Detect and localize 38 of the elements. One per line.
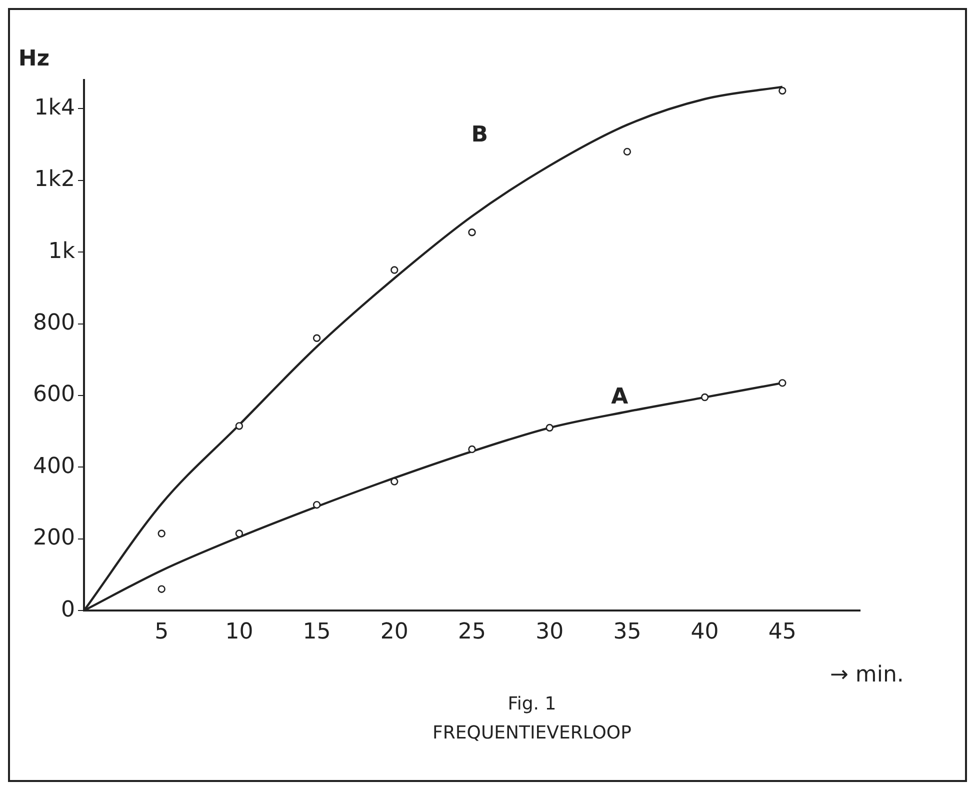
x-tick-label: 25: [458, 620, 486, 645]
point: [623, 148, 632, 156]
y-tick-label: 1k: [48, 238, 76, 264]
y-tick-label: 1k4: [34, 95, 75, 120]
point: [468, 445, 476, 454]
x-tick-label: 10: [225, 620, 254, 645]
y-tick-label: 400: [32, 454, 75, 479]
x-tick-label: 35: [613, 620, 642, 645]
point: [468, 228, 476, 236]
x-tick-label: 40: [690, 620, 719, 645]
x-tick-label: 30: [536, 620, 564, 645]
y-tick-label: 0: [60, 597, 75, 622]
point: [778, 379, 786, 387]
series-label: A: [611, 384, 628, 410]
point: [235, 422, 244, 430]
point: [390, 478, 398, 486]
point: [235, 530, 244, 538]
text: B: [471, 122, 488, 148]
point: [778, 86, 786, 95]
point: [390, 266, 398, 274]
point: [312, 334, 321, 342]
point: [158, 585, 166, 593]
x-tick-label: 45: [768, 620, 796, 645]
y-tick-label: 200: [32, 526, 75, 551]
x-tick-label: 15: [302, 620, 331, 645]
x-tick-label: 5: [154, 620, 169, 645]
point: [158, 530, 166, 538]
y-axis-title: Hz: [18, 46, 50, 72]
y-tick-label: 800: [32, 310, 75, 336]
x-axis-title: → min.: [830, 662, 904, 688]
y-tick-label: 600: [32, 382, 75, 408]
point: [700, 393, 709, 402]
point: [312, 500, 321, 509]
text: Fig. 1: [508, 694, 556, 715]
text: FREQUENTIEVERLOOP: [432, 722, 632, 744]
point: [546, 424, 554, 432]
x-tick-label: 20: [380, 620, 408, 645]
y-tick-label: 1k2: [34, 167, 75, 192]
